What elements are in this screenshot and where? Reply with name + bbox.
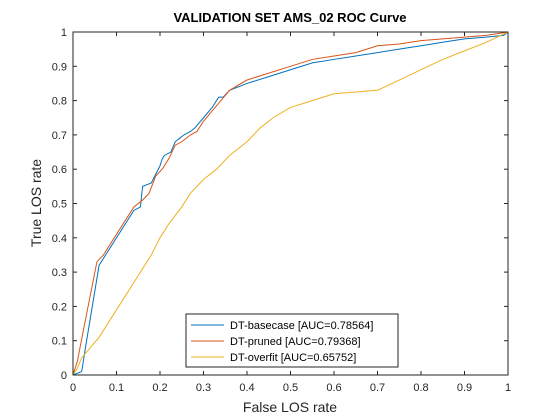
legend-label-3: DT-overfit [AUC=0.65752] <box>230 352 356 364</box>
series-line-1 <box>72 31 509 376</box>
x-tick-label: 1 <box>505 382 511 394</box>
legend-label-2: DT-pruned [AUC=0.79368] <box>230 336 361 348</box>
y-tick-label: 0.3 <box>52 267 67 279</box>
x-tick-label: 0.5 <box>283 382 298 394</box>
y-tick-label: 0 <box>61 370 67 382</box>
x-tick-label: 0.7 <box>370 382 385 394</box>
x-axis-label: False LOS rate <box>243 399 337 415</box>
y-tick-label: 0.1 <box>52 336 67 348</box>
y-tick-label: 0.5 <box>52 199 67 211</box>
chart-title: VALIDATION SET AMS_02 ROC Curve <box>173 10 406 25</box>
x-tick-label: 0.1 <box>109 382 124 394</box>
y-tick-label: 0.9 <box>52 61 67 73</box>
x-tick-label: 0.2 <box>152 382 167 394</box>
series-layer <box>72 31 509 376</box>
x-tick-label: 0.9 <box>457 382 472 394</box>
x-tick-label: 0.4 <box>239 382 254 394</box>
series-line-3 <box>72 31 509 376</box>
x-tick-label: 0 <box>70 382 76 394</box>
y-tick-label: 0.7 <box>52 130 67 142</box>
axes-layer: 0 0.1 0.2 0.3 0.4 0.5 0.6 0.7 0.8 0.9 1 0 0.1 0.2 0.3 0… <box>52 27 511 394</box>
series-line-2 <box>72 31 509 376</box>
y-tick-label: 1 <box>61 27 67 39</box>
x-tick-label: 0.3 <box>196 382 211 394</box>
y-tick-label: 0.6 <box>52 164 67 176</box>
legend-label-1: DT-basecase [AUC=0.78564] <box>230 320 373 332</box>
x-tick-label: 0.6 <box>326 382 341 394</box>
x-tick-label: 0.8 <box>413 382 428 394</box>
y-tick-label: 0.8 <box>52 96 67 108</box>
y-tick-label: 0.4 <box>52 233 67 245</box>
legend: DT-basecase [AUC=0.78564] DT-pruned [AUC=… <box>185 313 399 368</box>
y-axis-label: True LOS rate <box>28 159 44 247</box>
y-tick-label: 0.2 <box>52 301 67 313</box>
